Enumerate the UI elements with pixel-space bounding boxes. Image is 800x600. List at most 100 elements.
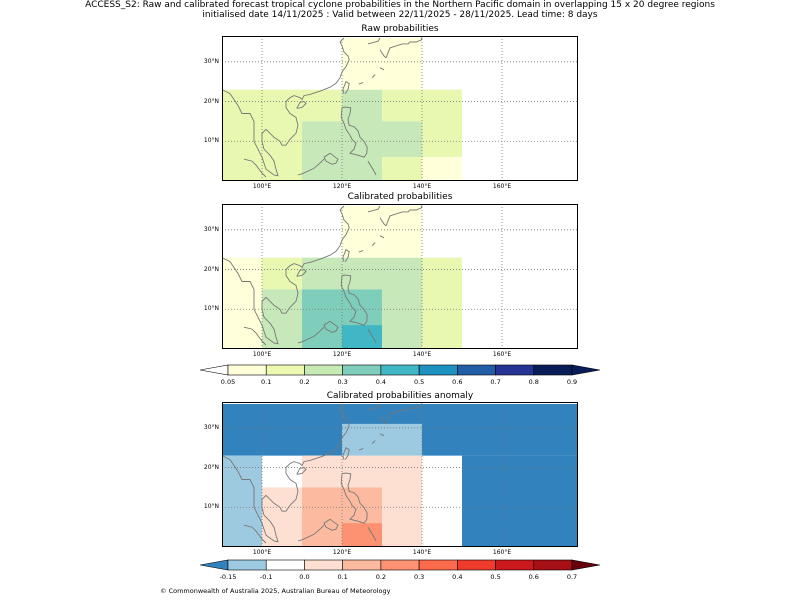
- coastline: [367, 37, 381, 45]
- colorbar-tick-label: -0.15: [219, 573, 237, 581]
- colorbar-anomaly: -0.15 -0.1 0.0 0.1 0.2 0.3 0.4 0.5 0.6 0.7: [199, 558, 601, 581]
- colorbar-swatch: [380, 559, 420, 571]
- coastline: [358, 250, 364, 253]
- probability-cell: [262, 257, 302, 290]
- coastline: [297, 524, 325, 542]
- coastline: [297, 158, 325, 176]
- coastline: [379, 433, 385, 437]
- coastline: [323, 152, 339, 165]
- lat-label: 20°N: [203, 463, 219, 471]
- lon-label: 100°E: [252, 351, 272, 358]
- lon-label: 160°E: [492, 351, 512, 358]
- colorbar-swatch: [342, 559, 382, 571]
- probability-cell: [382, 487, 422, 547]
- probability-cell: [382, 157, 422, 181]
- lat-label: 20°N: [203, 265, 219, 273]
- colorbar-swatch: [304, 364, 343, 376]
- lon-label: 160°E: [492, 549, 512, 556]
- coastline: [323, 320, 339, 333]
- colorbar-canvas: [199, 364, 601, 376]
- coastline: [379, 217, 387, 227]
- map-raw-probabilities: 10°N 20°N 30°N 100°E 120°E 140°E 160°E: [204, 36, 578, 190]
- lon-label: 120°E: [332, 183, 352, 190]
- probability-cell: [262, 487, 302, 547]
- colorbar-tick-label: 0.1: [337, 573, 348, 581]
- probability-cell: [342, 205, 422, 258]
- lat-label: 30°N: [203, 57, 219, 65]
- coastline: [367, 328, 377, 344]
- coastline: [367, 403, 381, 411]
- lat-label: 10°N: [203, 137, 219, 145]
- probability-cell: [302, 455, 422, 488]
- lon-label: 100°E: [252, 183, 272, 190]
- colorbar-tick-label: 0.7: [566, 573, 578, 581]
- colorbar-tick-label: 0.6: [528, 573, 539, 581]
- colorbar-tick-label: 0.3: [413, 573, 425, 581]
- map-canvas: [222, 402, 578, 547]
- lon-label: 120°E: [332, 351, 352, 358]
- panel-title-anomaly: Calibrated probabilities anomaly: [326, 391, 474, 401]
- probability-cell: [262, 289, 302, 349]
- map-frame: [222, 36, 578, 181]
- colorbar-swatch: [418, 559, 458, 571]
- lon-label: 100°E: [252, 549, 272, 556]
- map-probability-anomaly: 10°N 20°N 30°N 100°E 120°E 140°E 160°E: [204, 402, 578, 556]
- lat-label: 20°N: [203, 97, 219, 105]
- coastline: [340, 274, 368, 326]
- colorbar-swatch: [495, 364, 535, 376]
- panel-title-calibrated: Calibrated probabilities: [347, 192, 453, 202]
- lon-label: 140°E: [412, 183, 432, 190]
- lon-label: 140°E: [412, 549, 432, 556]
- colorbar-tick-label: 0.8: [528, 378, 539, 386]
- probability-cell: [222, 89, 262, 181]
- coastline: [371, 440, 376, 445]
- colorbar-tick-label: 0.4: [452, 573, 463, 581]
- coastline: [367, 526, 377, 542]
- lat-label: 30°N: [203, 225, 219, 233]
- colorbar-tick-label: 0.2: [375, 573, 387, 581]
- coastline: [358, 82, 364, 85]
- colorbar-tick-label: 0.1: [261, 378, 272, 386]
- coastline: [371, 242, 376, 247]
- coastline: [385, 402, 423, 424]
- coastline: [342, 249, 350, 262]
- probability-cell: [342, 325, 382, 349]
- lat-label: 30°N: [203, 423, 219, 431]
- lon-label: 140°E: [412, 351, 432, 358]
- probability-cell: [262, 89, 302, 181]
- probability-cell: [342, 37, 422, 90]
- probability-cell: [342, 89, 382, 181]
- probability-cell: [462, 455, 578, 547]
- colorbar-under-arrow: [199, 364, 229, 376]
- coastline: [379, 67, 385, 71]
- colorbar-swatch: [304, 559, 343, 571]
- colorbar-under-arrow: [199, 559, 229, 571]
- probability-cell: [422, 257, 462, 349]
- map-frame: [222, 402, 578, 547]
- colorbar-tick-label: 0.2: [299, 378, 310, 386]
- colorbar-swatch: [227, 364, 267, 376]
- colorbar-swatch: [418, 364, 458, 376]
- probability-cell: [342, 523, 382, 547]
- probability-cell: [302, 121, 342, 181]
- coastline: [371, 74, 376, 79]
- coastline: [342, 81, 350, 94]
- coastline: [340, 106, 368, 158]
- probability-cell: [422, 157, 462, 181]
- coastline: [342, 447, 350, 460]
- coastline: [367, 160, 377, 176]
- colorbar-swatch: [227, 559, 267, 571]
- colorbar-swatch: [533, 559, 573, 571]
- panel-title-raw: Raw probabilities: [361, 24, 439, 34]
- colorbar-tick-label: 0.5: [413, 378, 425, 386]
- colorbar-swatch: [265, 559, 305, 571]
- coastline: [379, 235, 385, 239]
- coastline: [379, 49, 387, 59]
- colorbar-swatch: [342, 364, 382, 376]
- coastline: [296, 269, 307, 277]
- colorbar-swatch: [495, 559, 535, 571]
- colorbar-tick-label: 0.0: [299, 573, 310, 581]
- coastline: [297, 326, 325, 344]
- colorbar-tick-label: 0.4: [375, 378, 387, 386]
- coastline: [222, 37, 350, 177]
